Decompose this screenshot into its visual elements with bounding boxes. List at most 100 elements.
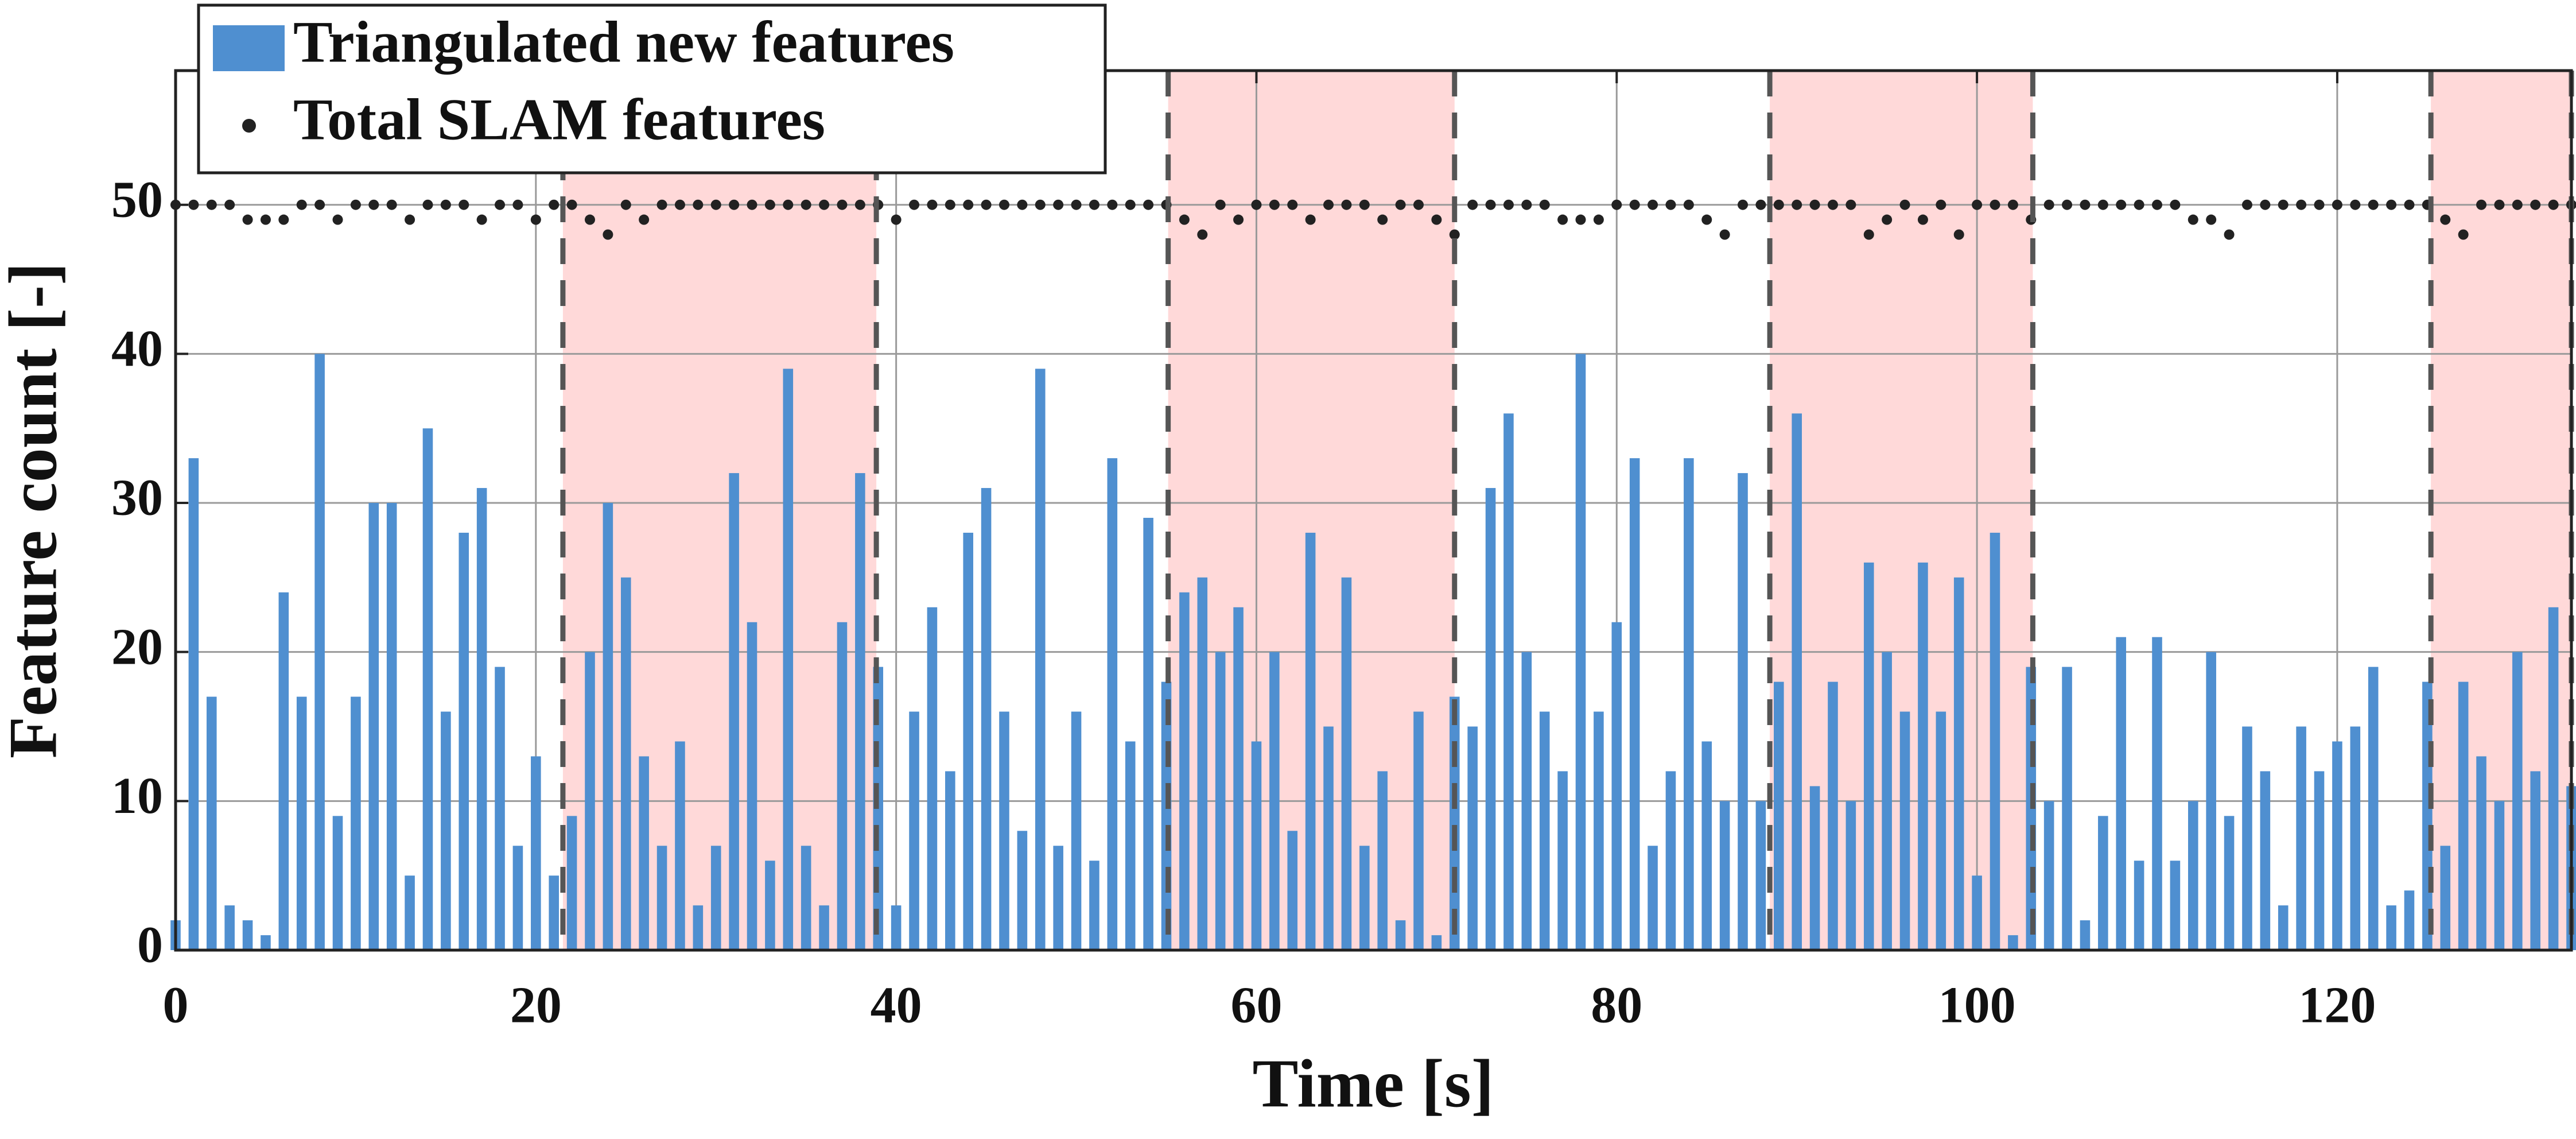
dot	[459, 199, 469, 210]
bar	[531, 756, 541, 950]
dot	[1323, 199, 1334, 210]
dot	[296, 199, 307, 210]
dot	[1827, 199, 1838, 210]
dot	[1269, 199, 1280, 210]
bar	[261, 935, 271, 950]
y-tick-label: 10	[111, 768, 163, 824]
dot	[764, 199, 775, 210]
bar	[1377, 771, 1388, 950]
legend-label: Triangulated new features	[293, 10, 954, 75]
bar	[729, 473, 739, 950]
dot	[963, 199, 974, 210]
dot	[386, 199, 397, 210]
bar	[1792, 413, 1802, 950]
bar	[1828, 681, 1838, 950]
bar	[1719, 801, 1730, 950]
dot	[1503, 199, 1514, 210]
bar	[2530, 771, 2541, 950]
bar	[693, 905, 704, 950]
dot	[981, 199, 992, 210]
legend-box	[197, 3, 1107, 175]
dot	[1863, 229, 1874, 240]
bar	[2152, 637, 2162, 950]
y-tick-label: 40	[111, 320, 163, 377]
bar	[206, 696, 217, 950]
bar	[495, 667, 505, 950]
bar	[1071, 711, 1082, 950]
dot	[1575, 214, 1586, 225]
bar	[1395, 920, 1406, 950]
legend-swatch	[213, 25, 285, 71]
bar	[2260, 771, 2271, 950]
bar	[2548, 607, 2559, 950]
dot	[927, 199, 938, 210]
dot	[710, 199, 721, 210]
bar	[2494, 801, 2505, 950]
bar	[585, 652, 595, 950]
bar	[1755, 801, 1766, 950]
dot	[1557, 214, 1568, 225]
dot	[1035, 199, 1046, 210]
x-tick-label: 120	[2298, 977, 2376, 1034]
bar	[2008, 935, 2018, 950]
bar	[1557, 771, 1568, 950]
dot	[2260, 199, 2271, 210]
dot	[2476, 199, 2487, 210]
bar	[2386, 905, 2396, 950]
dot	[2440, 214, 2451, 225]
y-tick-label: 30	[111, 470, 163, 526]
bar	[296, 696, 307, 950]
bar	[783, 369, 794, 950]
bar	[1863, 562, 1874, 950]
dot	[584, 214, 595, 225]
dot	[1755, 199, 1766, 210]
dot	[2512, 199, 2523, 210]
dot	[2170, 199, 2181, 210]
bar	[837, 622, 848, 950]
dot	[2368, 199, 2379, 210]
dot	[1809, 199, 1820, 210]
bar	[2278, 905, 2289, 950]
bar	[422, 428, 433, 950]
dot	[909, 199, 920, 210]
dot	[656, 199, 667, 210]
bar	[242, 920, 253, 950]
dot	[1792, 199, 1802, 210]
dot	[1107, 199, 1118, 210]
bar	[909, 711, 919, 950]
bar	[2476, 756, 2486, 950]
dot	[891, 214, 902, 225]
bar	[2314, 771, 2325, 950]
bar	[2206, 652, 2216, 950]
dot	[1539, 199, 1550, 210]
dot	[2296, 199, 2307, 210]
bar	[2332, 741, 2342, 950]
x-tick-label: 100	[1938, 977, 2016, 1034]
bar	[1305, 532, 1316, 950]
bar	[1611, 622, 1622, 950]
dot	[2530, 199, 2541, 210]
bar	[368, 503, 379, 950]
dot	[1899, 199, 1910, 210]
dot	[1017, 199, 1028, 210]
dot	[620, 199, 631, 210]
bar	[1684, 458, 1694, 950]
dot	[674, 199, 685, 210]
bar	[2224, 816, 2235, 950]
bar	[1251, 741, 1262, 950]
dot	[1287, 199, 1298, 210]
dot	[2152, 199, 2163, 210]
bar	[1125, 741, 1136, 950]
dot	[1233, 214, 1244, 225]
dot	[2097, 199, 2108, 210]
dot	[1413, 199, 1424, 210]
bar	[1467, 726, 1478, 950]
bar	[1341, 577, 1352, 950]
dot	[1665, 199, 1676, 210]
bar	[855, 473, 865, 950]
dot	[1449, 229, 1460, 240]
bar	[332, 816, 343, 950]
dot	[512, 199, 523, 210]
dot	[2548, 199, 2559, 210]
